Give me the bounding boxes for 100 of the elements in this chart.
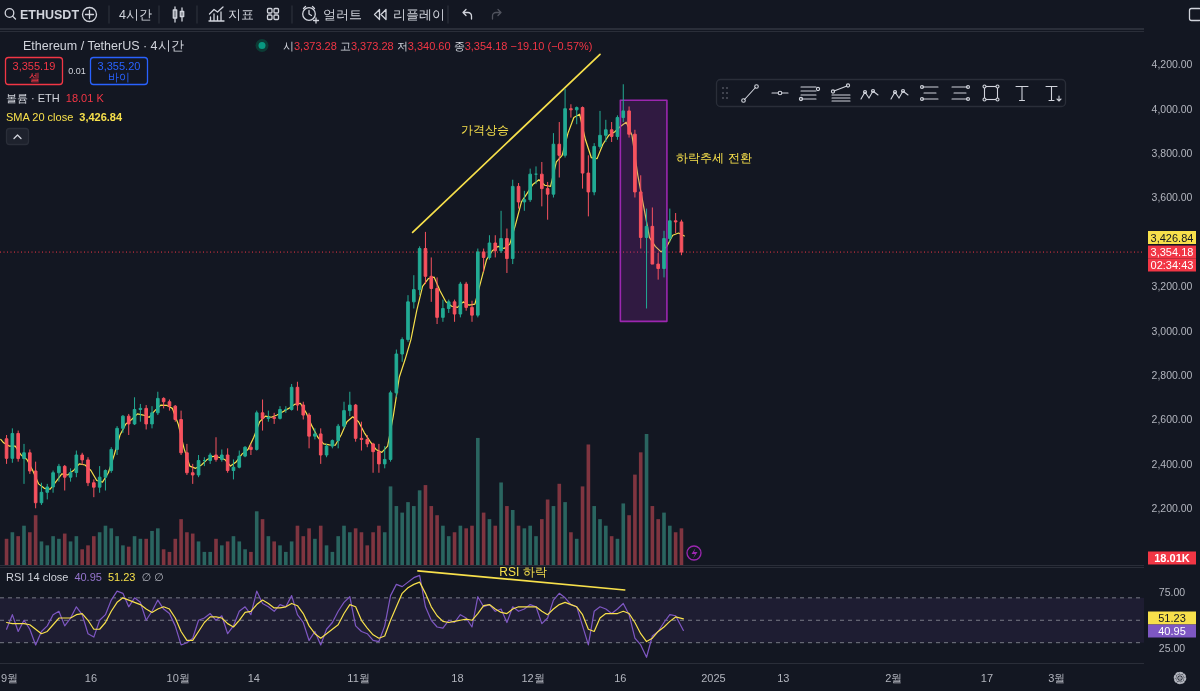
candlestick <box>557 121 562 179</box>
annotation: 셀 <box>28 71 40 83</box>
candlestick <box>464 281 468 312</box>
candlestick <box>342 401 346 429</box>
text: 시3,373.28 고3,373.28 저3,340.60 종3,354.18 −19.10 (−0.57%) <box>283 39 593 52</box>
bar <box>365 545 370 565</box>
chart-title: RSI 14 close <box>6 571 69 583</box>
bar <box>656 519 660 565</box>
bar <box>150 530 154 565</box>
candlestick <box>208 452 212 465</box>
candlestick <box>365 434 370 448</box>
x-tick-label: 3월 <box>1048 672 1066 684</box>
bar <box>377 525 381 565</box>
bar <box>284 551 288 565</box>
bar <box>249 551 253 565</box>
bar <box>412 506 416 565</box>
bar <box>62 533 67 565</box>
text: 리플레이 <box>393 7 445 22</box>
candlestick <box>481 248 486 273</box>
bar <box>668 525 672 565</box>
candlestick <box>97 465 102 494</box>
annotation: RSI 하락 <box>499 564 547 579</box>
bar <box>220 545 224 565</box>
candlestick <box>86 456 90 487</box>
bar <box>126 546 131 565</box>
x-tick-label: 10월 <box>166 672 190 684</box>
bar <box>633 474 637 565</box>
bar <box>371 532 375 565</box>
bar <box>493 525 498 565</box>
bar <box>272 541 276 565</box>
candlestick <box>429 256 434 303</box>
candlestick <box>510 179 515 265</box>
bar <box>348 532 352 565</box>
candlestick <box>45 483 50 500</box>
bar <box>22 525 26 565</box>
candlestick <box>627 105 631 139</box>
bar <box>313 538 317 565</box>
candlestick <box>144 404 148 430</box>
candlestick <box>16 430 20 463</box>
bar <box>429 506 434 565</box>
candlestick <box>476 248 480 318</box>
x-tick-label: 12월 <box>521 672 545 684</box>
x-tick-label: 16 <box>84 672 98 684</box>
candlestick <box>80 452 84 466</box>
bar <box>190 533 195 565</box>
bar <box>592 506 596 565</box>
bar <box>86 545 90 565</box>
candlestick <box>4 434 9 465</box>
y-tick-label: 3,600.00 <box>1151 191 1193 204</box>
candlestick <box>604 119 608 143</box>
y-tick-label: 2,600.00 <box>1151 413 1193 426</box>
bar <box>342 525 346 565</box>
candlestick <box>353 403 358 443</box>
candlestick <box>435 276 439 325</box>
bar <box>208 551 212 565</box>
bar <box>16 536 20 565</box>
candlestick <box>266 410 271 423</box>
bar <box>598 519 602 565</box>
x-tick-label: 14 <box>247 672 260 684</box>
bar <box>510 509 515 565</box>
bar <box>57 538 61 565</box>
candlestick <box>574 105 579 125</box>
bar <box>307 528 311 565</box>
y-tick-label: 2,800.00 <box>1151 369 1193 382</box>
x-tick-label: 18 <box>451 672 464 684</box>
x-tick-label: 2025 <box>701 672 726 684</box>
candlestick <box>638 174 643 250</box>
candlestick <box>417 245 422 296</box>
annotation: 51.23 <box>107 571 136 583</box>
bar <box>540 519 544 565</box>
candlestick <box>254 410 259 452</box>
candlestick <box>51 470 55 494</box>
text: 얼러트 <box>323 7 362 22</box>
candlestick <box>62 464 67 492</box>
bar <box>179 519 183 565</box>
candlestick <box>441 299 445 323</box>
candlestick <box>487 234 492 261</box>
candlestick <box>28 448 32 475</box>
candlestick <box>179 410 183 456</box>
bar <box>80 549 84 565</box>
candlestick <box>249 443 253 456</box>
bar <box>406 502 410 565</box>
candlestick <box>563 88 567 159</box>
text: 02:34:43 <box>1150 259 1194 271</box>
candlestick <box>662 230 666 278</box>
y-tick-label: 3,200.00 <box>1151 280 1193 293</box>
bar <box>528 525 532 565</box>
ref-line-label: 3,354.18 <box>1150 246 1194 259</box>
candlestick <box>10 427 15 464</box>
text: 4시간 <box>119 7 152 22</box>
annotation: 3,355.19 <box>12 59 56 72</box>
candlestick <box>121 414 125 434</box>
candlestick <box>569 103 573 119</box>
bar <box>301 536 306 565</box>
candlestick <box>505 228 509 274</box>
candlestick <box>452 299 457 323</box>
bar <box>156 528 160 565</box>
chart-title: 볼륨 · ETH <box>6 92 60 104</box>
annotation: ∅ ∅ <box>141 571 164 583</box>
candlestick <box>534 165 538 185</box>
